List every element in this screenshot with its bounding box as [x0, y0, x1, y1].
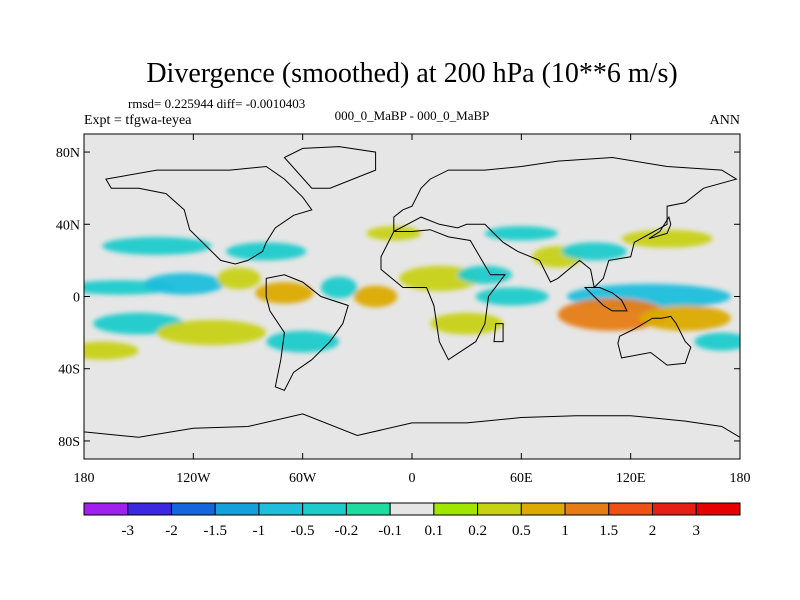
x-axis: 180 120W 60W 0 60E 120E 180 — [74, 134, 751, 486]
field-blob — [694, 332, 740, 351]
season-label: ANN — [710, 113, 740, 128]
field-blob — [353, 285, 398, 308]
coastline — [380, 229, 506, 361]
field-blob — [621, 229, 713, 248]
field-blob — [84, 341, 139, 360]
colorbar-label: 0.5 — [512, 523, 531, 539]
colorbar-label: -0.1 — [378, 523, 402, 539]
field-blob — [226, 242, 307, 261]
field-blob — [320, 276, 358, 299]
colorbar-swatch — [345, 502, 391, 516]
coastline — [493, 323, 504, 343]
coastline — [617, 315, 692, 366]
field-blob — [430, 312, 504, 335]
colorbar-label: -1 — [253, 523, 266, 539]
colorbar-swatch — [127, 502, 172, 516]
y-tick-label: 80S — [58, 435, 80, 450]
colorbar-swatch — [302, 502, 347, 516]
stats-line: rmsd= 0.225944 diff= -0.0010403 — [128, 96, 305, 111]
field-blob — [217, 267, 261, 290]
x-tick-label: 0 — [409, 471, 416, 486]
x-tick-label: 60W — [289, 471, 317, 486]
field-blob — [255, 282, 314, 304]
chart-title: Divergence (smoothed) at 200 hPa (10**6 … — [146, 58, 677, 89]
coastline — [265, 274, 349, 392]
coastline — [648, 215, 672, 240]
colorbar-label: 1 — [561, 523, 569, 539]
colorbar-swatch — [477, 502, 522, 516]
expt-label: Expt = tfgwa-teyea — [84, 113, 192, 128]
colorbar-swatch — [170, 502, 216, 516]
case-label: 000_0_MaBP - 000_0_MaBP — [335, 108, 490, 123]
colorbar-swatch — [695, 502, 741, 516]
x-tick-label: 120W — [176, 471, 211, 486]
field-blob — [457, 265, 513, 284]
colorbar-label: 0.2 — [468, 523, 487, 539]
colorbar-swatch — [214, 502, 260, 516]
x-tick-label: 180 — [730, 471, 751, 486]
colorbar-label: -0.2 — [335, 523, 359, 539]
y-axis: 80N 40N 0 40S 80S — [56, 146, 740, 450]
colorbar-label: -3 — [121, 523, 134, 539]
coastline — [105, 165, 313, 265]
colorbar-swatch — [608, 502, 654, 516]
colorbar-label: -2 — [165, 523, 178, 539]
colorbar-swatch — [564, 502, 610, 516]
colorbar-swatch — [258, 502, 304, 516]
colorbar-swatch — [83, 502, 129, 516]
field-blob — [475, 287, 549, 306]
coastlines — [84, 146, 740, 459]
field-blob — [366, 226, 422, 241]
colorbar-label: 0.1 — [424, 523, 443, 539]
colorbar-swatch — [433, 502, 479, 516]
x-tick-label: 120E — [616, 471, 646, 486]
field-blob — [266, 330, 340, 353]
x-tick-label: 180 — [74, 471, 95, 486]
coastline — [84, 413, 740, 459]
field-blob — [561, 242, 628, 261]
coastline — [393, 156, 738, 289]
colorbar-swatch — [652, 502, 697, 516]
y-tick-label: 80N — [56, 146, 80, 161]
colorbar-swatch — [389, 502, 435, 516]
field-blob — [102, 236, 212, 255]
field-blob — [144, 273, 225, 295]
coastline — [583, 287, 628, 312]
x-tick-label: 60E — [510, 471, 533, 486]
coastline — [283, 146, 377, 189]
colorbar-label: -1.5 — [203, 523, 227, 539]
colorbar-swatch — [520, 502, 566, 516]
field-blob — [156, 319, 267, 346]
field-blob — [484, 226, 558, 241]
divergence-field — [84, 226, 740, 360]
colorbar: -3 -2 -1.5 -1 -0.5 -0.2 -0.1 0.1 0.2 0.5 1 1.5 2 3 — [83, 502, 741, 539]
colorbar-label: 1.5 — [599, 523, 618, 539]
colorbar-label: 3 — [693, 523, 701, 539]
colorbar-label: 2 — [649, 523, 657, 539]
colorbar-label: -0.5 — [291, 523, 315, 539]
y-tick-label: 40S — [58, 363, 80, 378]
y-tick-label: 40N — [56, 218, 80, 233]
field-blob — [639, 305, 731, 331]
y-tick-label: 0 — [73, 291, 80, 306]
field-blob — [557, 298, 668, 331]
